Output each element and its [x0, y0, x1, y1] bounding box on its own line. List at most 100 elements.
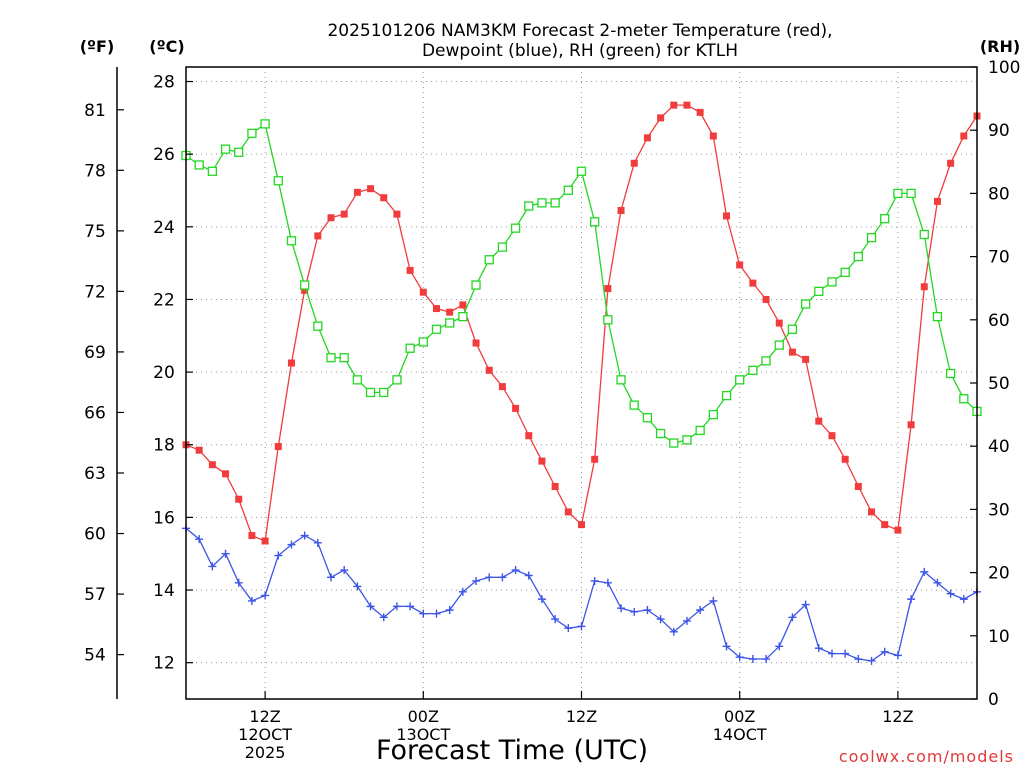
temperature-point — [696, 108, 704, 116]
temperature-point — [736, 261, 744, 269]
temperature-point — [195, 446, 203, 454]
fahrenheit-tick-label: 57 — [84, 585, 106, 605]
dewpoint-point — [893, 651, 902, 660]
fahrenheit-tick-label: 54 — [84, 646, 106, 666]
dewpoint-point — [577, 622, 586, 631]
dewpoint-point — [643, 606, 652, 615]
rh-point — [761, 356, 771, 366]
rh-point — [260, 119, 270, 129]
temperature-point — [749, 279, 757, 287]
temperature-point — [446, 308, 454, 316]
fahrenheit-unit-label: (ºF) — [80, 37, 115, 56]
dewpoint-point — [564, 624, 573, 633]
rh-point — [655, 428, 666, 439]
time-tick-label: 00Z — [724, 707, 755, 726]
temperature-point — [406, 266, 414, 274]
credit-text: coolwx.com/models — [839, 747, 1014, 766]
dewpoint-point — [788, 613, 797, 622]
celsius-tick-label: 20 — [153, 363, 175, 383]
dewpoint-point — [907, 595, 916, 604]
dewpoint-point — [327, 573, 336, 582]
rh-point — [563, 185, 573, 195]
dewpoint-point — [313, 538, 322, 547]
dewpoint-point — [814, 644, 823, 653]
fahrenheit-tick-label: 72 — [84, 282, 106, 302]
celsius-tick-label: 26 — [153, 145, 175, 165]
temperature-point — [723, 212, 731, 220]
fahrenheit-tick-label: 60 — [84, 525, 106, 545]
temperature-point — [235, 495, 243, 503]
dewpoint-point — [458, 587, 467, 596]
celsius-tick-label: 24 — [153, 218, 175, 238]
dewpoint-point — [195, 535, 204, 544]
temperature-point — [894, 526, 902, 534]
dewpoint-point — [432, 609, 441, 618]
rh-point — [800, 299, 811, 309]
fahrenheit-tick-label: 63 — [84, 464, 106, 484]
temperature-point — [604, 285, 612, 293]
temperature-point — [709, 132, 717, 140]
rh-point — [405, 343, 415, 353]
rh-point — [537, 198, 547, 208]
temperature-point — [933, 197, 941, 205]
rh-axis: 0 10 20 30 40 50 60 70 80 90 100 — [970, 58, 1020, 710]
time-tick-label: 14OCT — [713, 725, 767, 744]
rh-point — [880, 214, 890, 224]
rh-point — [629, 400, 639, 410]
rh-point — [497, 242, 508, 252]
celsius-tick-label: 14 — [153, 581, 175, 601]
dewpoint-point — [959, 595, 968, 604]
time-tick-label: 12Z — [249, 707, 280, 726]
temperature-point — [274, 443, 282, 451]
time-tick-label: 12Z — [882, 707, 913, 726]
dewpoint-point — [946, 589, 955, 598]
celsius-tick-label: 16 — [153, 508, 175, 528]
celsius-axis: 12 14 16 18 20 22 24 26 28 — [153, 73, 193, 674]
temperature-point — [868, 508, 876, 516]
dewpoint-point — [485, 573, 494, 582]
rh-point — [906, 188, 916, 199]
rh-point — [392, 375, 402, 385]
fahrenheit-tick-label: 69 — [84, 343, 106, 363]
dewpoint-point — [392, 602, 401, 611]
temperature-point — [367, 185, 375, 193]
temperature-point — [828, 432, 836, 440]
dewpoint-point — [854, 655, 863, 664]
temperature-point — [762, 295, 770, 303]
dewpoint-point — [445, 606, 454, 615]
rh-series — [181, 119, 982, 448]
rh-tick-label: 70 — [988, 248, 1010, 268]
temperature-point — [881, 521, 889, 529]
dewpoint-point — [920, 567, 929, 576]
rh-unit-label: (RH) — [980, 37, 1020, 56]
rh-point — [590, 217, 600, 227]
rh-point — [313, 321, 323, 331]
temperature-point — [538, 457, 546, 465]
dewpoint-point — [419, 609, 428, 618]
rh-point — [642, 413, 653, 423]
series-group — [181, 101, 982, 665]
dewpoint-point — [287, 540, 296, 549]
rh-tick-label: 80 — [988, 184, 1010, 204]
rh-tick-label: 0 — [988, 690, 999, 710]
temperature-point — [947, 159, 955, 167]
rh-point — [708, 409, 718, 420]
time-tick-label: 13OCT — [396, 725, 450, 744]
dewpoint-point — [537, 595, 546, 604]
dewpoint-point — [841, 649, 850, 658]
dewpoint-point — [801, 600, 810, 609]
rh-point — [418, 337, 428, 347]
temperature-point — [775, 319, 783, 327]
time-tick-label: 12OCT — [238, 725, 292, 744]
rh-point — [866, 232, 877, 243]
rh-point — [194, 160, 204, 170]
dewpoint-series — [182, 524, 981, 665]
dewpoint-point — [300, 531, 309, 540]
dewpoint-point — [353, 582, 362, 591]
celsius-tick-label: 12 — [153, 654, 175, 674]
dewpoint-point — [827, 649, 836, 658]
temperature-point — [630, 159, 638, 167]
dewpoint-point — [735, 653, 744, 662]
temperature-point — [419, 288, 427, 296]
dewpoint-point — [933, 578, 942, 587]
